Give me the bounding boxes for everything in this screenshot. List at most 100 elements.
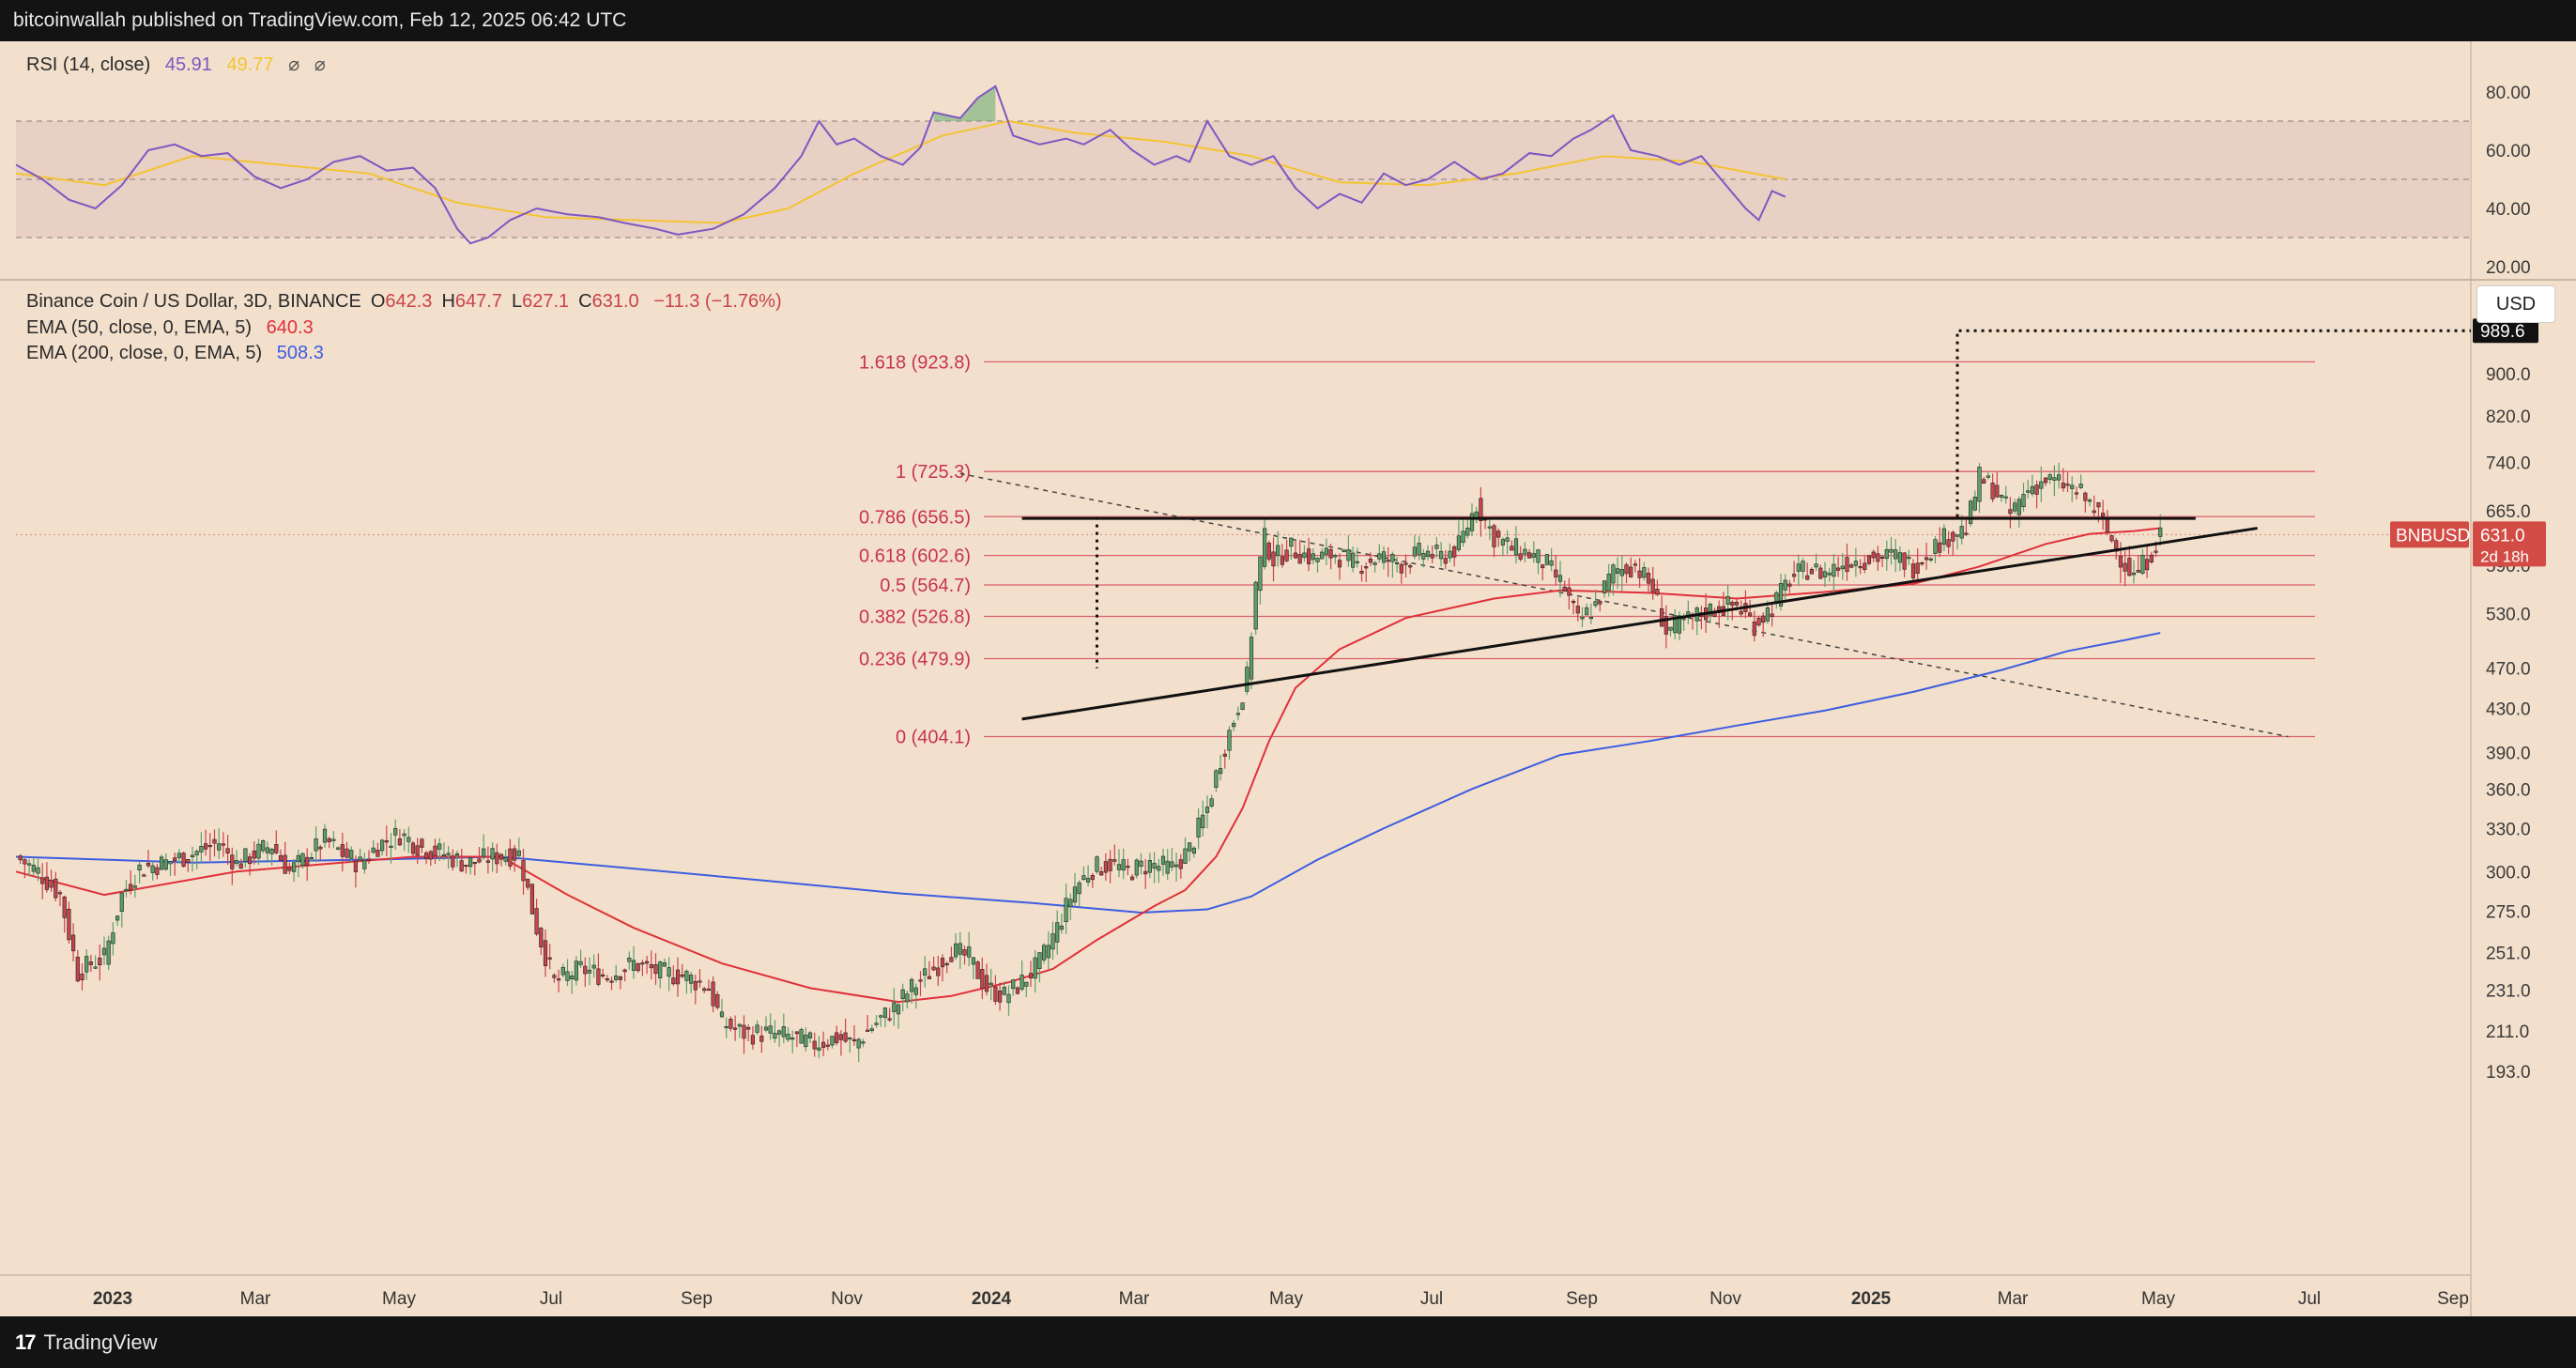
- candle-body: [1849, 564, 1854, 568]
- candle-body: [812, 1040, 817, 1050]
- candle-body: [591, 964, 596, 969]
- candle-body: [243, 848, 248, 862]
- candle-body: [574, 961, 578, 981]
- candle-body: [776, 1030, 782, 1035]
- candle-body: [750, 1035, 755, 1045]
- candle-body: [345, 848, 349, 858]
- candle-body: [905, 993, 910, 1003]
- chart-canvas[interactable]: 80.00 60.00 40.00 20.00 900.0 820.0 740.0 665.0…: [0, 41, 2576, 1316]
- candle-body: [1845, 557, 1849, 573]
- candle-body: [786, 1034, 790, 1040]
- rsi-axis-tick-label: 40.00: [2486, 200, 2531, 220]
- candle-body: [773, 1033, 777, 1039]
- candle-body: [851, 1038, 857, 1041]
- candle-body: [1479, 498, 1483, 522]
- candle-body: [1390, 553, 1395, 562]
- candle-body: [1227, 730, 1232, 751]
- candle-body: [1836, 567, 1841, 571]
- candle-body: [283, 854, 287, 874]
- candle-body: [794, 1031, 799, 1035]
- candle-body: [433, 845, 437, 856]
- candle-body: [393, 827, 398, 836]
- candle-body: [1637, 570, 1642, 578]
- candle-body: [1359, 570, 1364, 575]
- candle-body: [618, 976, 622, 980]
- candle-body: [609, 980, 614, 983]
- visibility-icon[interactable]: ⌀: [288, 54, 300, 75]
- candle-body: [451, 855, 455, 868]
- candle-body: [261, 840, 266, 852]
- candle-body: [993, 986, 998, 1002]
- candle-body: [565, 971, 570, 981]
- candle-body: [512, 848, 517, 861]
- ema200-legend: EMA (200, close, 0, EMA, 5) 508.3: [26, 343, 333, 364]
- candle-body: [1513, 538, 1519, 556]
- candle-body: [1642, 567, 1647, 578]
- candle-body: [482, 848, 486, 857]
- candle-body: [1271, 551, 1276, 567]
- candle-body: [1770, 613, 1774, 617]
- candle-body: [1567, 587, 1572, 596]
- candle-body: [879, 1015, 883, 1018]
- candle-body: [247, 856, 253, 865]
- candle-body: [1188, 842, 1192, 852]
- candle-body: [1399, 563, 1403, 574]
- candle-body: [2065, 484, 2070, 486]
- candle-body: [406, 837, 411, 842]
- candle-body: [1818, 567, 1823, 579]
- candle-body: [379, 839, 385, 852]
- time-axis-tick-label: 2025: [1851, 1289, 1892, 1309]
- candle-body: [44, 876, 49, 890]
- candle-body: [587, 969, 592, 974]
- candle-body: [671, 977, 676, 985]
- candle-body: [1219, 768, 1223, 775]
- candle-body: [2074, 492, 2079, 495]
- candle-body: [26, 863, 32, 866]
- candle-body: [605, 978, 609, 981]
- target-price-tag-label: 989.6: [2480, 322, 2525, 342]
- candle-body: [389, 845, 393, 848]
- candle-body: [274, 844, 279, 853]
- candle-body: [2026, 490, 2031, 493]
- ema50-label: EMA (50, close, 0, EMA, 5): [26, 317, 253, 338]
- candle-body: [441, 853, 447, 857]
- candle-body: [71, 934, 76, 952]
- time-axis-tick-label: Jul: [1420, 1289, 1443, 1309]
- candle-body: [539, 928, 544, 947]
- candle-body: [918, 979, 923, 982]
- candle-body: [2052, 477, 2057, 481]
- candle-body: [2118, 556, 2124, 568]
- candle-body: [1112, 859, 1117, 862]
- ema50-line: [15, 527, 2161, 1004]
- candle-body: [1364, 566, 1369, 569]
- candle-body: [1046, 945, 1050, 959]
- candle-body: [1977, 467, 1982, 502]
- fib-level-label: 0.5 (564.7): [880, 576, 971, 596]
- candle-body: [137, 864, 142, 871]
- candle-body: [1191, 847, 1196, 854]
- candle-body: [1249, 637, 1254, 680]
- candle-body: [1178, 859, 1183, 869]
- candle-body: [2136, 570, 2140, 573]
- candle-body: [1902, 552, 1907, 570]
- candle-body: [146, 862, 151, 867]
- currency-button[interactable]: USD: [2476, 285, 2555, 323]
- candle-body: [376, 850, 380, 857]
- candle-body: [2096, 502, 2101, 508]
- candle-body: [1765, 607, 1770, 622]
- candle-body: [781, 1026, 786, 1038]
- candle-body: [560, 966, 565, 976]
- candle-body: [40, 877, 45, 884]
- candle-body: [495, 852, 499, 865]
- price-axis-tick-label: 820.0: [2486, 407, 2531, 427]
- price-axis-tick-label: 300.0: [2486, 863, 2531, 883]
- candle-body: [2013, 502, 2017, 512]
- candle-body: [693, 980, 698, 991]
- candle-body: [1959, 526, 1964, 539]
- settings-icon[interactable]: ⌀: [314, 54, 326, 75]
- candle-body: [1527, 552, 1532, 559]
- candle-body: [2092, 510, 2096, 514]
- candle-body: [415, 845, 420, 856]
- candle-body: [838, 1034, 843, 1040]
- candle-body: [1955, 534, 1960, 537]
